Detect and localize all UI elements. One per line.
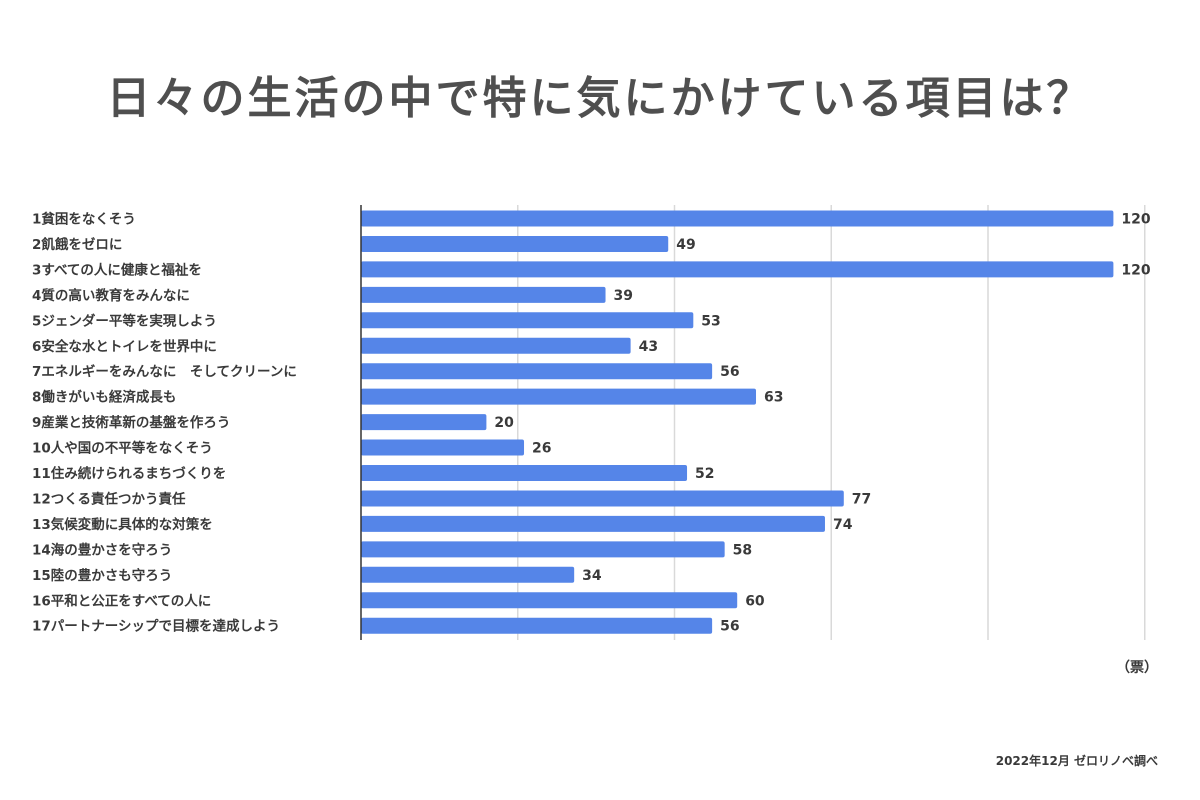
unit-label: （票） <box>1116 660 1158 676</box>
category-label: 8働きがいも経済成長も <box>32 389 176 406</box>
bar <box>361 363 713 380</box>
bar <box>361 388 757 405</box>
bars <box>361 210 1114 634</box>
category-label: 16平和と公正をすべての人に <box>32 593 211 609</box>
bar <box>361 566 575 583</box>
category-label: 6安全な水とトイレを世界中に <box>32 338 217 355</box>
bar <box>361 541 725 558</box>
bar <box>361 414 487 431</box>
category-label: 11住み続けられるまちづくりを <box>32 465 226 482</box>
bar <box>361 515 825 532</box>
bar <box>361 617 713 634</box>
category-label: 9産業と技術革新の基盤を作ろう <box>32 414 230 431</box>
value-label: 43 <box>639 339 658 355</box>
bar <box>361 261 1114 278</box>
category-label: 2飢餓をゼロに <box>32 236 122 253</box>
category-label: 3すべての人に健康と福祉を <box>32 261 202 278</box>
value-label: 52 <box>695 466 714 482</box>
value-label: 39 <box>614 288 633 304</box>
value-label: 77 <box>852 491 871 507</box>
bar <box>361 210 1114 227</box>
category-labels: 1貧困をなくそう 2飢餓をゼロに 3すべての人に健康と福祉を 4質の高い教育をみんなに… <box>32 211 297 635</box>
value-label: 58 <box>733 542 752 558</box>
value-labels: 120 49 120 39 53 43 56 63 20 26 52 77 74 58 34 60 56 <box>494 212 1150 635</box>
bar <box>361 286 606 303</box>
source-note: 2022年12月 ゼロリノベ調べ <box>995 754 1158 768</box>
value-label: 120 <box>1121 262 1150 278</box>
value-label: 34 <box>582 568 602 584</box>
chart-title: 日々の生活の中で特に気にかけている項目は？ <box>106 73 1094 124</box>
value-label: 60 <box>745 593 765 609</box>
bar <box>361 465 688 481</box>
value-label: 26 <box>532 441 551 457</box>
category-label: 15陸の豊かさも守ろう <box>32 567 172 584</box>
bar <box>361 490 844 507</box>
value-label: 20 <box>494 415 514 431</box>
category-label: 5ジェンダー平等を実現しよう <box>32 312 217 329</box>
category-label: 7エネルギーをみんなに そしてクリーンに <box>32 364 297 380</box>
category-label: 14海の豊かさを守ろう <box>32 541 172 558</box>
value-label: 53 <box>701 313 720 329</box>
value-label: 74 <box>833 517 853 533</box>
category-label: 10人や国の不平等をなくそう <box>32 440 213 457</box>
category-label: 13気候変動に具体的な対策を <box>32 516 213 533</box>
bar <box>361 439 525 456</box>
bar <box>361 337 631 354</box>
value-label: 56 <box>720 364 739 380</box>
value-label: 120 <box>1121 212 1150 228</box>
value-label: 49 <box>676 237 695 253</box>
value-label: 63 <box>764 390 783 406</box>
value-label: 56 <box>720 619 739 635</box>
bar <box>361 592 738 609</box>
bar <box>361 235 669 252</box>
category-label: 4質の高い教育をみんなに <box>32 287 190 304</box>
bar <box>361 312 694 329</box>
category-label: 12つくる責任つかう責任 <box>32 490 186 507</box>
category-label: 1貧困をなくそう <box>32 211 136 228</box>
category-label: 17パートナーシップで目標を達成しよう <box>32 618 280 635</box>
